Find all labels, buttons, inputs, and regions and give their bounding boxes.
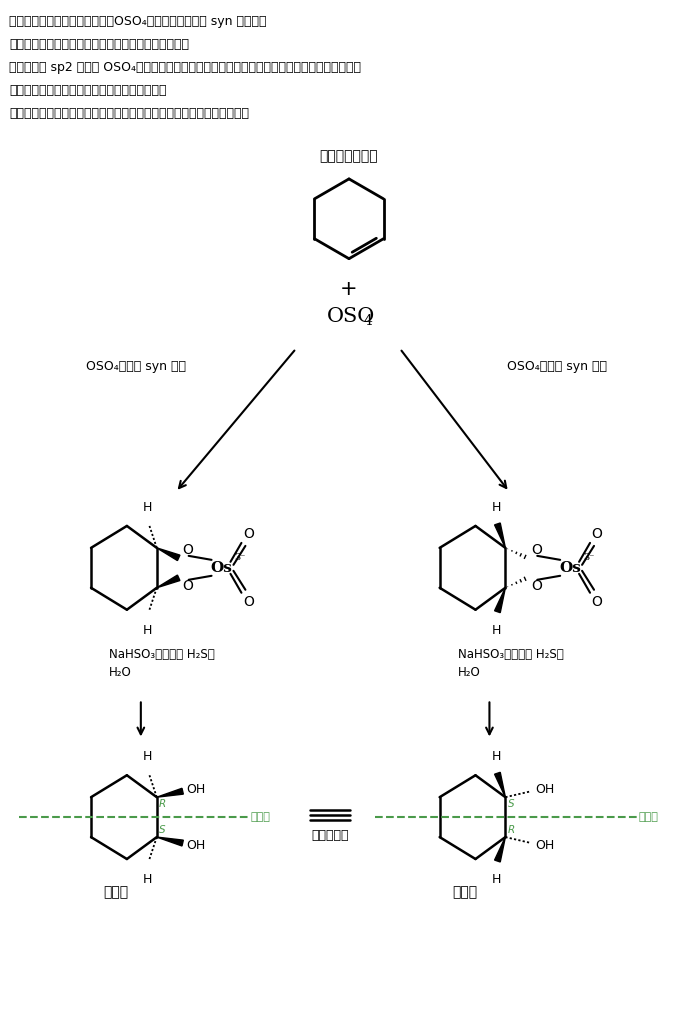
Text: H₂O: H₂O <box>109 666 132 679</box>
Text: OH: OH <box>186 838 206 852</box>
Text: R: R <box>159 799 166 809</box>
Text: R: R <box>507 825 515 835</box>
Text: 中間体として環状オスミウム酸エステルが生成する。: 中間体として環状オスミウム酸エステルが生成する。 <box>9 38 189 51</box>
Polygon shape <box>495 588 505 612</box>
Text: OH: OH <box>535 838 554 852</box>
Text: S: S <box>508 799 514 809</box>
Text: 対称面: 対称面 <box>251 812 270 822</box>
Text: H: H <box>491 501 501 514</box>
Text: 3⁻: 3⁻ <box>583 553 595 562</box>
Text: H: H <box>491 624 501 637</box>
Text: アルケンに四酸化オスミウム（OSO₄）の２つの酸素が syn 付加し、: アルケンに四酸化オスミウム（OSO₄）の２つの酸素が syn 付加し、 <box>9 15 267 28</box>
Polygon shape <box>495 772 505 797</box>
Text: 4: 4 <box>364 314 373 328</box>
Text: O: O <box>592 527 602 541</box>
Text: メソ体: メソ体 <box>103 885 128 899</box>
Text: Os: Os <box>211 561 232 575</box>
Text: O: O <box>531 579 542 592</box>
Text: Os: Os <box>559 561 581 575</box>
Polygon shape <box>495 837 505 862</box>
Text: +: + <box>340 278 358 299</box>
Text: メソ体: メソ体 <box>452 885 477 899</box>
Text: O: O <box>592 594 602 608</box>
Text: 生成物が鏡像異性体の等量混合物（ラセミ体）となることにつながる。: 生成物が鏡像異性体の等量混合物（ラセミ体）となることにつながる。 <box>9 107 249 120</box>
Text: O: O <box>183 579 193 592</box>
Text: O: O <box>531 543 542 557</box>
Text: 同一化合物: 同一化合物 <box>311 829 349 843</box>
Polygon shape <box>157 575 180 588</box>
Text: NaHSO₃（または H₂S）: NaHSO₃（または H₂S） <box>458 648 563 661</box>
Text: H: H <box>143 501 152 514</box>
Text: H: H <box>491 873 501 886</box>
Text: アルケンの sp2 平面に OSO₄がアクセスする際、上からでも下からでも平等にアクセスできる。: アルケンの sp2 平面に OSO₄がアクセスする際、上からでも下からでも平等に… <box>9 62 362 75</box>
Text: H₂O: H₂O <box>458 666 480 679</box>
Polygon shape <box>157 788 184 797</box>
Polygon shape <box>157 548 180 561</box>
Text: このことは、出発物のアルケンの構造次第で、: このことは、出発物のアルケンの構造次第で、 <box>9 84 167 97</box>
Text: OH: OH <box>535 783 554 796</box>
Text: S: S <box>159 825 166 835</box>
Text: H: H <box>491 751 501 763</box>
Text: 3⁻: 3⁻ <box>235 553 246 562</box>
Text: H: H <box>143 624 152 637</box>
Text: O: O <box>183 543 193 557</box>
Text: H: H <box>143 873 152 886</box>
Text: OSO: OSO <box>327 307 376 326</box>
Text: O: O <box>243 527 254 541</box>
Text: O: O <box>243 594 254 608</box>
Text: OSO₄が上に syn 付加: OSO₄が上に syn 付加 <box>86 360 186 373</box>
Polygon shape <box>157 837 184 846</box>
Polygon shape <box>495 523 505 548</box>
Text: OH: OH <box>186 783 206 796</box>
Text: NaHSO₃（または H₂S）: NaHSO₃（または H₂S） <box>109 648 215 661</box>
Text: OSO₄が下に syn 付加: OSO₄が下に syn 付加 <box>507 360 607 373</box>
Text: H: H <box>143 751 152 763</box>
Text: シクロヘキセン: シクロヘキセン <box>320 149 378 163</box>
Text: 対称面: 対称面 <box>639 812 659 822</box>
